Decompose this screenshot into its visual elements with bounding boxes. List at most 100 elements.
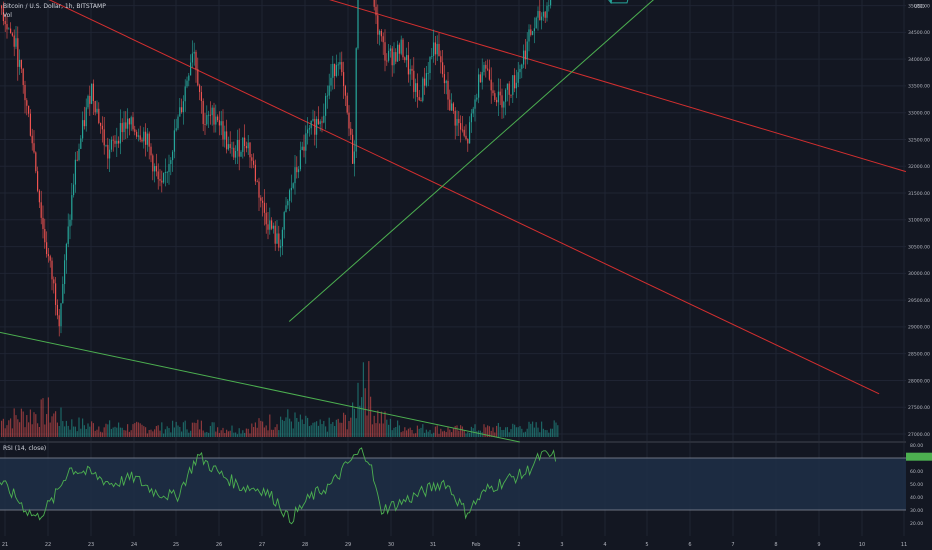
volume-bar [300, 415, 301, 437]
volume-bar [181, 432, 182, 437]
candle-body [276, 233, 277, 243]
time-tick-label: 11 [901, 542, 907, 548]
volume-bar [374, 416, 375, 437]
candle-body [163, 173, 164, 183]
volume-bar [143, 426, 144, 437]
candle-body [491, 80, 492, 91]
candle-body [539, 11, 540, 20]
volume-bar [68, 426, 69, 437]
volume-bar [100, 432, 101, 437]
price-tick-label: 30500.00 [908, 244, 930, 250]
candle-body [444, 74, 445, 83]
candle-body [467, 139, 468, 143]
candle-body [6, 24, 7, 29]
volume-bar [145, 427, 146, 437]
candle-body [222, 121, 223, 139]
candle-body [82, 120, 83, 138]
volume-bar [260, 421, 261, 437]
volume-bar [176, 422, 177, 437]
candle-body [471, 113, 472, 122]
volume-bar [554, 420, 555, 437]
time-tick-label: 23 [88, 542, 94, 548]
volume-bar [345, 415, 346, 437]
candle-body [176, 128, 177, 130]
volume-bar [26, 415, 27, 437]
volume-bar [206, 432, 207, 437]
volume-bar [543, 429, 544, 437]
volume-bar [514, 425, 515, 437]
volume-bar [177, 425, 178, 437]
time-tick-label: 26 [216, 542, 222, 548]
candle-body [217, 117, 218, 121]
candle-body [71, 195, 72, 220]
volume-bar [185, 421, 186, 437]
candle-body [420, 100, 421, 101]
volume-bar [280, 417, 281, 437]
volume-bar [464, 430, 465, 437]
volume-bar [541, 422, 542, 437]
volume-bar [545, 430, 546, 437]
volume-bar [518, 427, 519, 437]
candle-body [181, 107, 182, 112]
candle-body [28, 106, 29, 114]
volume-bar [507, 427, 508, 437]
price-tick-label: 33500.00 [908, 84, 930, 90]
candle-body [213, 108, 214, 125]
volume-bar [134, 423, 135, 437]
candle-body [93, 84, 94, 101]
volume-bar [8, 420, 9, 437]
price-tick-label: 34000.00 [908, 57, 930, 63]
volume-bar [356, 418, 357, 437]
time-tick-label: 22 [45, 542, 51, 548]
volume-bar [152, 431, 153, 437]
candle-body [282, 230, 283, 246]
volume-bar [239, 428, 240, 437]
volume-bar [71, 419, 72, 437]
candle-body [114, 141, 115, 144]
candle-body [334, 64, 335, 76]
candle-body [379, 31, 380, 35]
volume-bar [379, 423, 380, 437]
volume-bar [168, 428, 169, 437]
candle-body [8, 29, 9, 30]
price-tick-label: 27000.00 [908, 432, 930, 438]
volume-bar [359, 406, 360, 437]
volume-bar [149, 430, 150, 437]
candle-body [156, 166, 157, 171]
volume-bar [334, 426, 335, 437]
candle-body [424, 79, 425, 86]
time-tick-label: 2 [517, 542, 520, 548]
volume-bar [215, 432, 216, 437]
candle-body [273, 226, 274, 229]
candle-body [318, 119, 319, 124]
volume-bar [125, 430, 126, 437]
candle-body [147, 134, 148, 145]
volume-bar [393, 428, 394, 437]
candle-body [50, 256, 51, 260]
candle-body [86, 107, 87, 126]
volume-bar [534, 428, 535, 437]
candle-body [309, 128, 310, 129]
candle-body [46, 242, 47, 254]
volume-bar [156, 426, 157, 437]
candle-body [519, 69, 520, 72]
price-tick-label: 29000.00 [908, 325, 930, 331]
volume-bar [444, 431, 445, 437]
candle-body [514, 75, 515, 88]
candle-body [141, 140, 142, 142]
volume-bar [264, 427, 265, 437]
candle-body [53, 279, 54, 283]
volume-bar [39, 427, 40, 437]
price-tick-label: 32500.00 [908, 137, 930, 143]
volume-bar [422, 424, 423, 437]
candle-body [415, 83, 416, 92]
candle-body [465, 136, 466, 139]
candle-body [177, 117, 178, 129]
candle-body [343, 72, 344, 86]
candle-body [541, 17, 542, 21]
candle-body [303, 147, 304, 151]
price-tick-label: 34500.00 [908, 30, 930, 36]
volume-bar [96, 430, 97, 437]
candle-body [35, 152, 36, 171]
